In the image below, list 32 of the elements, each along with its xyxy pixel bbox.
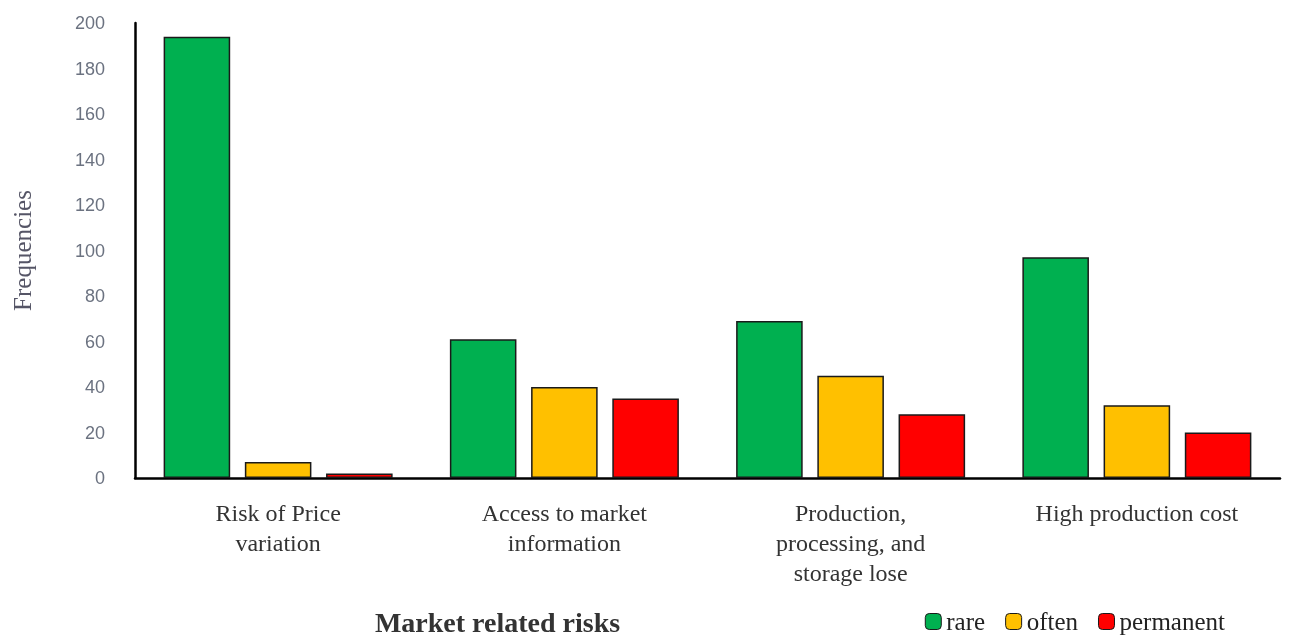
legend-label: often: [1026, 608, 1079, 635]
y-tick-label: 100: [74, 240, 105, 261]
y-tick-label: 140: [74, 149, 105, 170]
y-tick-label: 120: [74, 195, 105, 215]
bar: [449, 339, 517, 478]
bar: [736, 321, 803, 478]
bar: [1103, 405, 1171, 478]
bar: [244, 462, 312, 478]
legend-label: rare: [946, 608, 986, 635]
legend-label: permanent: [1119, 608, 1226, 635]
y-tick-label: 160: [74, 104, 105, 124]
y-tick-label: 0: [94, 468, 105, 488]
bar: [612, 398, 679, 478]
y-tick-label: 180: [74, 58, 105, 79]
bar: [531, 387, 598, 478]
x-tick-label: Access to market information: [481, 500, 648, 556]
bar: [898, 414, 966, 478]
bar: [163, 36, 231, 478]
bar: [1184, 432, 1252, 478]
x-axis-title: Market related risks: [374, 606, 621, 638]
x-tick-label: Production, processing, and storage lose: [775, 500, 926, 586]
y-tick-label: 200: [74, 13, 105, 33]
y-axis-title: Frequencies: [9, 190, 36, 311]
x-tick-label: High production cost: [1035, 500, 1239, 526]
y-tick-label: 20: [84, 422, 105, 443]
bar: [326, 473, 393, 478]
y-tick-label: 60: [84, 331, 105, 352]
y-tick-label: 80: [84, 286, 105, 306]
bar: [817, 375, 884, 478]
bar: [1022, 257, 1089, 478]
y-tick-label: 40: [84, 377, 105, 397]
x-tick-label: Risk of Price variation: [215, 500, 341, 556]
